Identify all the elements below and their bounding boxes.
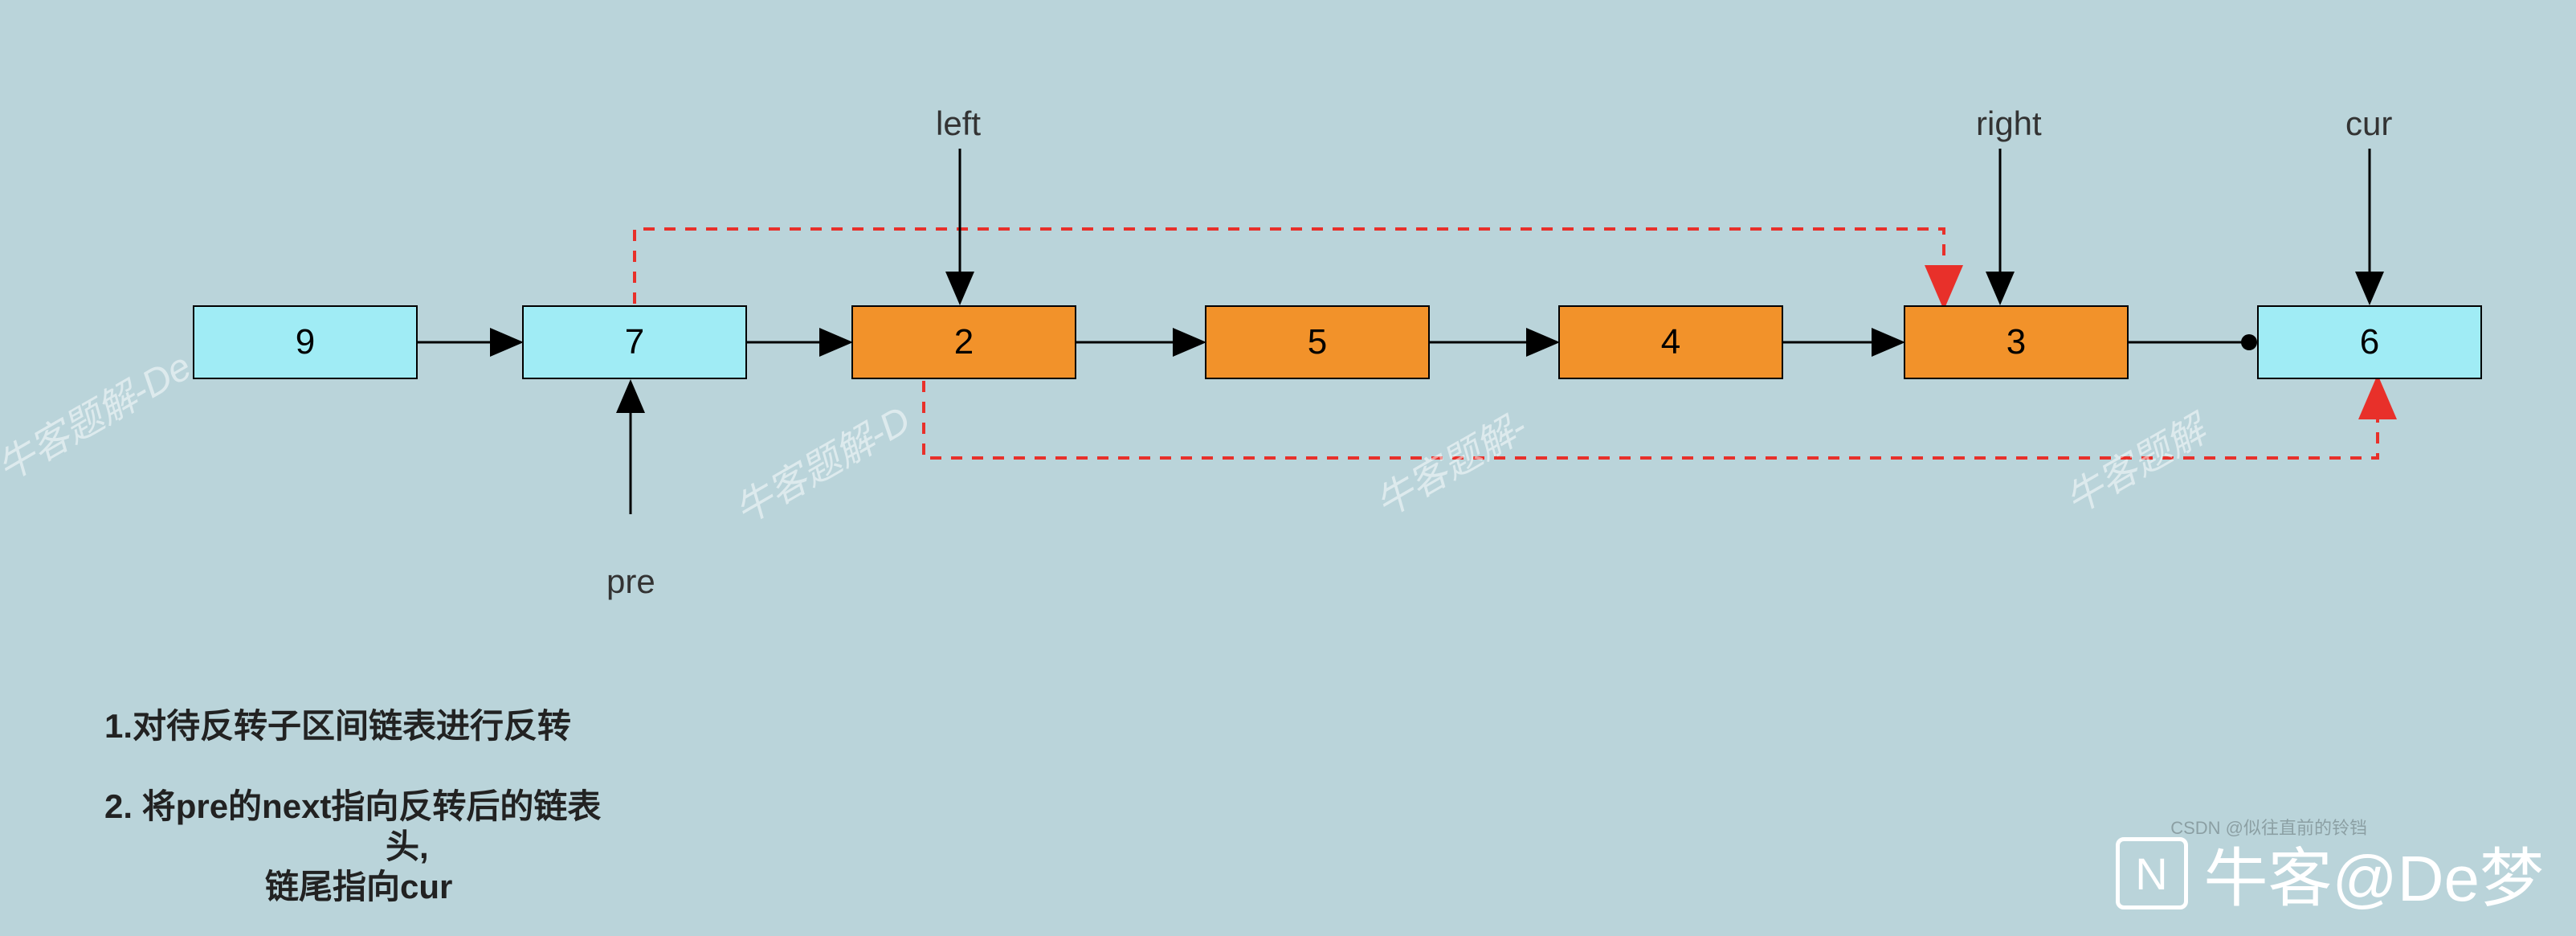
- pointer-label-cur: cur: [2345, 104, 2392, 143]
- list-node-9: 9: [193, 305, 418, 379]
- diagram-canvas: 牛客题解-De牛客题解-D牛客题解-牛客题解9725436leftrightcu…: [0, 0, 2576, 936]
- caption-text: 1.对待反转子区间链表进行反转: [104, 699, 571, 748]
- caption-text: 链尾指向cur: [265, 860, 452, 909]
- pointer-label-pre: pre: [606, 562, 655, 601]
- list-node-7: 7: [522, 305, 747, 379]
- dashed-pointer: [635, 229, 1944, 304]
- list-node-6: 6: [2257, 305, 2482, 379]
- caption-text: 2. 将pre的next指向反转后的链表: [104, 779, 601, 828]
- list-node-2: 2: [851, 305, 1076, 379]
- brand-icon: N: [2116, 837, 2188, 909]
- csdn-mark: CSDN @似往直前的铃铛: [2170, 814, 2367, 840]
- list-node-5: 5: [1205, 305, 1430, 379]
- brand-text: 牛客@De梦: [2204, 827, 2544, 920]
- dashed-pointer: [924, 381, 2378, 458]
- list-node-3: 3: [1904, 305, 2129, 379]
- list-node-4: 4: [1558, 305, 1783, 379]
- pointer-label-left: left: [936, 104, 981, 143]
- brand-watermark: N牛客@De梦: [2116, 827, 2544, 920]
- pointer-label-right: right: [1976, 104, 2042, 143]
